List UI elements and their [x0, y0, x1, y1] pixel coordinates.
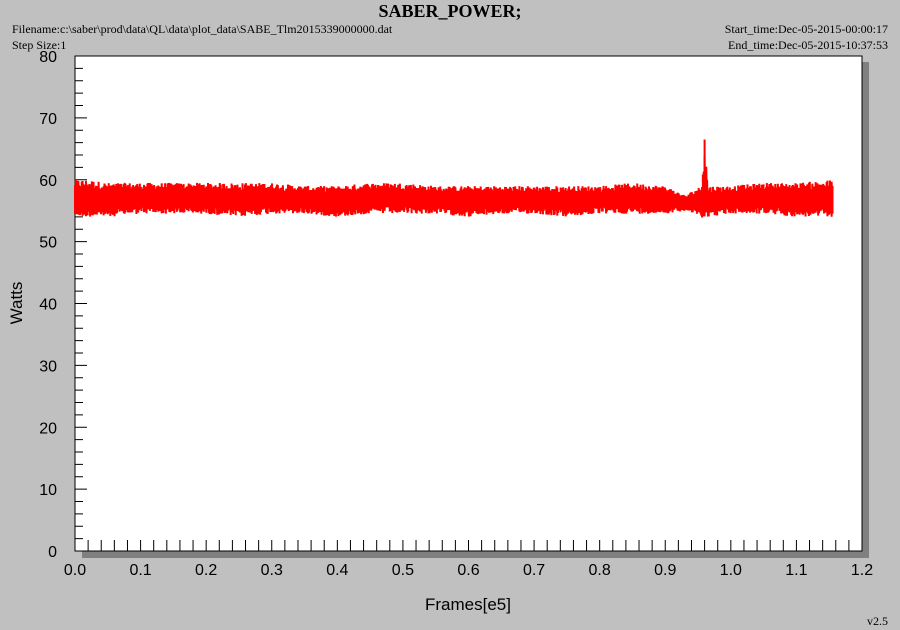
y-axis-ticks: 0 10 20 30 40 50 60 70 80 — [39, 49, 87, 561]
end-time-label: End_time:Dec-05-2015-10:37:53 — [728, 38, 888, 52]
series-line — [74, 156, 834, 218]
y-tick-label: 40 — [39, 297, 57, 314]
plot-area — [74, 55, 863, 552]
x-tick-label: 1.2 — [851, 562, 873, 579]
chart-title: SABER_POWER; — [378, 1, 522, 21]
x-tick-label: 0.4 — [326, 562, 348, 579]
series-group — [74, 139, 834, 218]
y-tick-label: 80 — [39, 49, 57, 66]
x-tick-label: 0.3 — [261, 562, 283, 579]
x-tick-label: 0.9 — [654, 562, 676, 579]
y-tick-label: 50 — [39, 235, 57, 252]
y-tick-label: 0 — [48, 544, 57, 561]
x-tick-label: 0.0 — [64, 562, 86, 579]
x-tick-label: 0.2 — [195, 562, 217, 579]
y-tick-label: 30 — [39, 358, 57, 375]
step-size-label: Step Size:1 — [12, 38, 67, 52]
version-label: v2.5 — [867, 614, 888, 628]
x-axis-ticks: 0.0 0.1 0.2 0.3 0.4 0.5 0.6 0.7 0.8 0.9 1.0 1.1 1.2 — [64, 540, 873, 579]
x-tick-label: 1.0 — [720, 562, 742, 579]
y-tick-label: 10 — [39, 482, 57, 499]
filename-label: Filename:c:\saber\prod\data\QL\data\plot… — [12, 22, 393, 36]
x-tick-label: 0.5 — [392, 562, 414, 579]
x-tick-label: 1.1 — [785, 562, 807, 579]
x-tick-label: 0.1 — [129, 562, 151, 579]
x-tick-label: 0.7 — [523, 562, 545, 579]
y-tick-label: 60 — [39, 173, 57, 190]
x-axis-title: Frames[e5] — [425, 595, 511, 614]
x-tick-label: 0.6 — [457, 562, 479, 579]
x-tick-label: 0.8 — [589, 562, 611, 579]
y-tick-label: 20 — [39, 420, 57, 437]
y-tick-label: 70 — [39, 111, 57, 128]
start-time-label: Start_time:Dec-05-2015-00:00:17 — [724, 22, 888, 36]
y-axis-title: Watts — [7, 282, 26, 325]
